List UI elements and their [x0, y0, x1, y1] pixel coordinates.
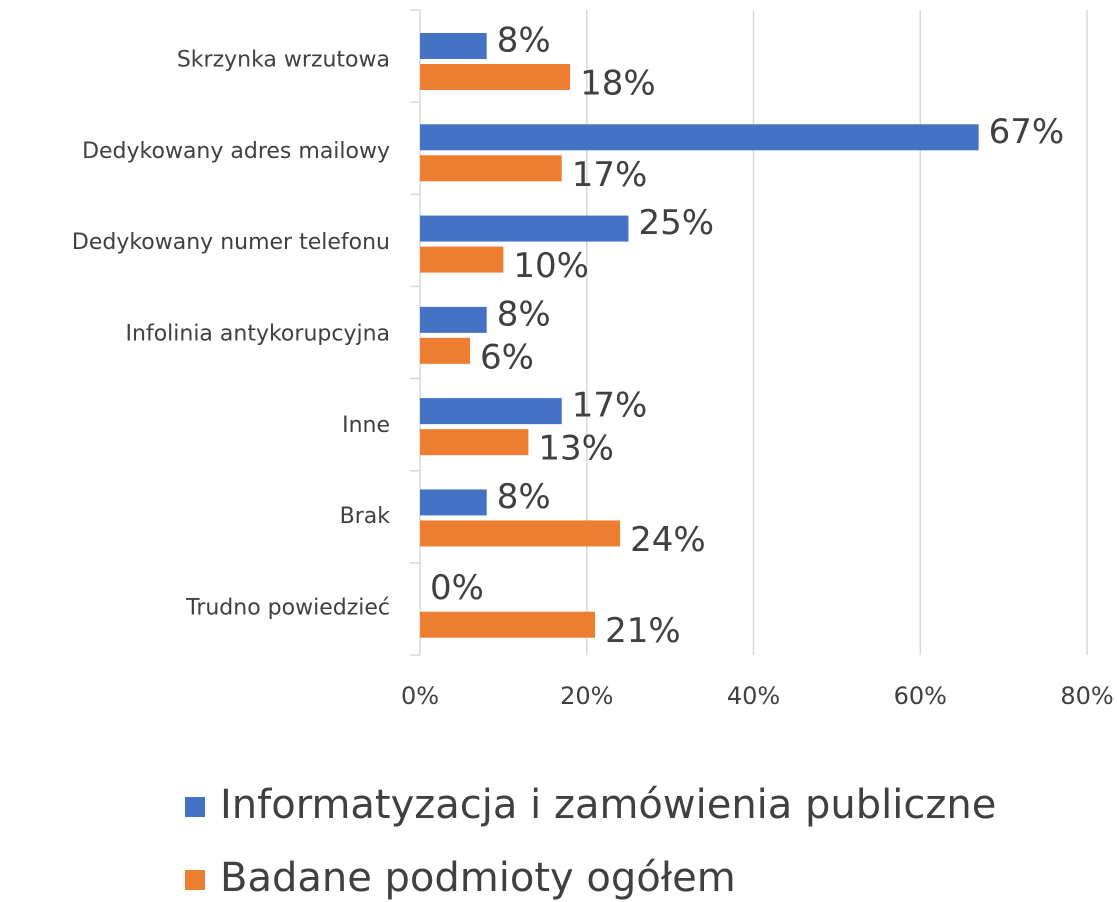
bar: [420, 398, 562, 425]
data-label: 67%: [989, 112, 1065, 152]
legend-swatch: [185, 797, 205, 817]
bar: [420, 33, 487, 59]
y-tick-label: Brak: [340, 504, 391, 529]
bar: [420, 124, 979, 151]
x-tick-label: 80%: [1060, 682, 1113, 710]
bar: [420, 520, 621, 547]
bar: [420, 429, 529, 456]
y-tick-label: Inne: [342, 413, 390, 438]
x-tick-label: 20%: [560, 682, 613, 710]
y-tick-label: Dedykowany numer telefonu: [72, 230, 390, 255]
x-tick-label: 0%: [401, 682, 439, 710]
data-label: 0%: [430, 568, 484, 608]
data-label: 18%: [580, 64, 656, 104]
bar: [420, 611, 596, 638]
x-tick-label: 60%: [894, 682, 947, 710]
data-label: 8%: [497, 21, 551, 61]
bar: [420, 306, 487, 333]
bar: [420, 489, 487, 516]
bar: [420, 215, 629, 242]
data-label: 25%: [638, 203, 714, 243]
bar: [420, 246, 504, 273]
data-label: 6%: [480, 337, 534, 377]
data-label: 10%: [513, 246, 589, 286]
legend-swatch: [185, 870, 205, 890]
data-label: 17%: [572, 155, 648, 195]
data-label: 8%: [497, 477, 551, 517]
data-label: 17%: [572, 386, 648, 426]
y-tick-label: Dedykowany adres mailowy: [82, 139, 390, 164]
data-label: 21%: [605, 611, 681, 651]
legend-label: Badane podmioty ogółem: [220, 855, 736, 901]
bar: [420, 64, 571, 90]
data-label: 13%: [538, 429, 614, 469]
bar: [420, 337, 471, 364]
y-tick-label: Infolinia antykorupcyjna: [126, 322, 390, 347]
y-tick-label: Skrzynka wrzutowa: [177, 48, 390, 73]
data-label: 24%: [630, 520, 706, 560]
bar: [420, 155, 562, 182]
data-label: 8%: [497, 294, 551, 334]
y-tick-label: Trudno powiedzieć: [185, 595, 390, 620]
legend-label: Informatyzacja i zamówienia publiczne: [220, 782, 996, 828]
x-tick-label: 40%: [727, 682, 780, 710]
